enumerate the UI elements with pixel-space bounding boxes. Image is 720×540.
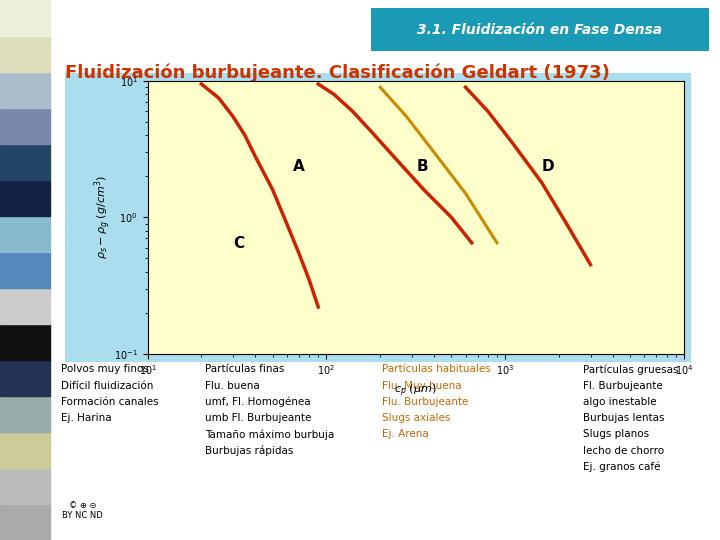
Text: Ej. granos café: Ej. granos café <box>583 462 661 472</box>
Text: Ej. Arena: Ej. Arena <box>382 429 428 440</box>
X-axis label: $c_p\ (\mu m)$: $c_p\ (\mu m)$ <box>395 383 437 399</box>
Text: Slugs planos: Slugs planos <box>583 429 649 440</box>
Text: C: C <box>233 235 244 251</box>
Text: Burbujas rápidas: Burbujas rápidas <box>205 446 294 456</box>
Text: umb Fl. Burbujeante: umb Fl. Burbujeante <box>205 413 312 423</box>
Text: Burbujas lentas: Burbujas lentas <box>583 413 665 423</box>
Bar <box>0 144 50 180</box>
Bar <box>0 36 50 72</box>
Text: Ej. Harina: Ej. Harina <box>61 413 112 423</box>
Bar <box>0 360 50 396</box>
Text: D: D <box>541 159 554 174</box>
Text: algo inestable: algo inestable <box>583 397 657 407</box>
Text: 3.1. Fluidización en Fase Densa: 3.1. Fluidización en Fase Densa <box>418 23 662 37</box>
Text: Partículas finas: Partículas finas <box>205 364 284 375</box>
Text: Fluidización burbujeante. Clasificación Geldart (1973): Fluidización burbujeante. Clasificación … <box>65 64 610 82</box>
Text: Tamaño máximo burbuja: Tamaño máximo burbuja <box>205 429 335 440</box>
Text: Partículas gruesas: Partículas gruesas <box>583 364 679 375</box>
Text: Fl. Burbujeante: Fl. Burbujeante <box>583 381 663 391</box>
Text: Polvos muy finos: Polvos muy finos <box>61 364 149 375</box>
FancyBboxPatch shape <box>371 8 709 51</box>
Y-axis label: $\rho_s-\rho_g\ (g/cm^3)$: $\rho_s-\rho_g\ (g/cm^3)$ <box>91 175 112 260</box>
Bar <box>0 252 50 288</box>
Bar <box>0 180 50 216</box>
Text: Flu. Burbujeante: Flu. Burbujeante <box>382 397 468 407</box>
Text: Flu. buena: Flu. buena <box>205 381 260 391</box>
Bar <box>0 432 50 468</box>
Bar <box>0 468 50 504</box>
Bar <box>0 216 50 252</box>
Bar <box>0 324 50 360</box>
Text: Flu. Muy buena: Flu. Muy buena <box>382 381 462 391</box>
Bar <box>0 72 50 108</box>
Text: umf, Fl. Homogénea: umf, Fl. Homogénea <box>205 397 311 407</box>
Text: Difícil fluidización: Difícil fluidización <box>61 381 153 391</box>
Bar <box>0 288 50 324</box>
Bar <box>0 0 50 36</box>
Text: B: B <box>417 159 428 174</box>
Text: Slugs axiales: Slugs axiales <box>382 413 450 423</box>
Text: Partículas habituales: Partículas habituales <box>382 364 490 375</box>
Bar <box>0 396 50 432</box>
Text: lecho de chorro: lecho de chorro <box>583 446 665 456</box>
Text: A: A <box>293 159 305 174</box>
Text: © ⊕ ⊝
BY NC ND: © ⊕ ⊝ BY NC ND <box>63 501 103 520</box>
Text: Formación canales: Formación canales <box>61 397 159 407</box>
Bar <box>0 504 50 540</box>
Bar <box>0 108 50 144</box>
Bar <box>65 73 691 362</box>
